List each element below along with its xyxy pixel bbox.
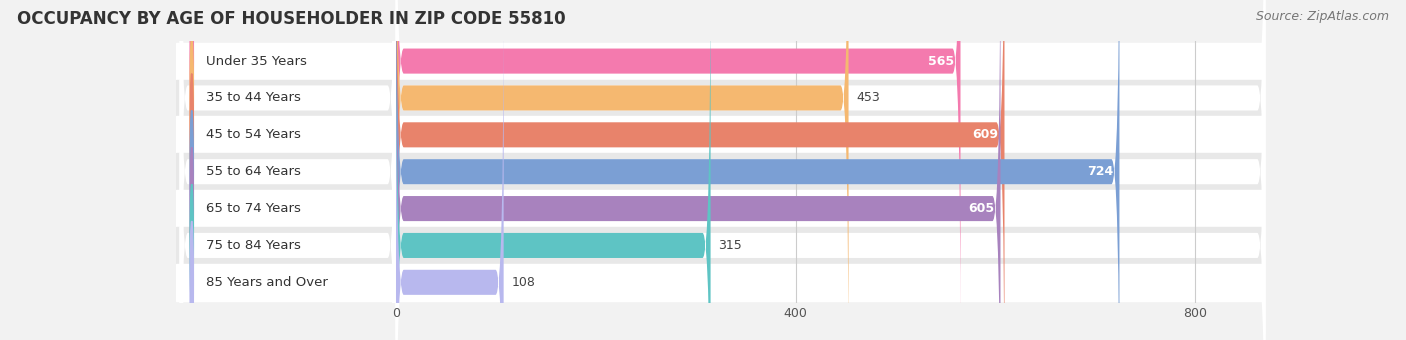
Text: 108: 108 bbox=[512, 276, 536, 289]
Circle shape bbox=[190, 221, 194, 340]
Text: 565: 565 bbox=[928, 55, 955, 68]
FancyBboxPatch shape bbox=[180, 0, 395, 340]
Text: 453: 453 bbox=[856, 91, 880, 104]
FancyBboxPatch shape bbox=[395, 0, 1265, 340]
Circle shape bbox=[190, 184, 194, 307]
FancyBboxPatch shape bbox=[180, 0, 395, 340]
FancyBboxPatch shape bbox=[180, 0, 395, 340]
FancyBboxPatch shape bbox=[395, 0, 849, 340]
Circle shape bbox=[190, 74, 194, 196]
Text: OCCUPANCY BY AGE OF HOUSEHOLDER IN ZIP CODE 55810: OCCUPANCY BY AGE OF HOUSEHOLDER IN ZIP C… bbox=[17, 10, 565, 28]
Bar bbox=[176, 116, 1265, 153]
FancyBboxPatch shape bbox=[395, 0, 960, 340]
FancyBboxPatch shape bbox=[395, 0, 1004, 340]
Circle shape bbox=[190, 110, 194, 233]
Text: 605: 605 bbox=[969, 202, 994, 215]
Text: 45 to 54 Years: 45 to 54 Years bbox=[205, 128, 301, 141]
FancyBboxPatch shape bbox=[180, 0, 395, 340]
Text: Under 35 Years: Under 35 Years bbox=[205, 55, 307, 68]
Bar bbox=[176, 80, 1265, 116]
FancyBboxPatch shape bbox=[395, 0, 1265, 340]
FancyBboxPatch shape bbox=[395, 0, 1119, 340]
Bar bbox=[176, 42, 1265, 80]
FancyBboxPatch shape bbox=[395, 0, 503, 340]
Text: 724: 724 bbox=[1087, 165, 1114, 178]
Bar bbox=[176, 227, 1265, 264]
FancyBboxPatch shape bbox=[395, 0, 1265, 340]
Text: 609: 609 bbox=[973, 128, 998, 141]
Circle shape bbox=[190, 147, 194, 270]
FancyBboxPatch shape bbox=[180, 0, 395, 340]
FancyBboxPatch shape bbox=[395, 0, 1001, 340]
FancyBboxPatch shape bbox=[180, 0, 395, 340]
FancyBboxPatch shape bbox=[395, 0, 1265, 340]
FancyBboxPatch shape bbox=[395, 0, 1265, 340]
Text: 85 Years and Over: 85 Years and Over bbox=[205, 276, 328, 289]
Text: 65 to 74 Years: 65 to 74 Years bbox=[205, 202, 301, 215]
Text: Source: ZipAtlas.com: Source: ZipAtlas.com bbox=[1256, 10, 1389, 23]
FancyBboxPatch shape bbox=[395, 0, 710, 340]
Text: 35 to 44 Years: 35 to 44 Years bbox=[205, 91, 301, 104]
FancyBboxPatch shape bbox=[180, 0, 395, 340]
Circle shape bbox=[190, 37, 194, 159]
Bar bbox=[176, 264, 1265, 301]
Text: 55 to 64 Years: 55 to 64 Years bbox=[205, 165, 301, 178]
Bar bbox=[176, 190, 1265, 227]
FancyBboxPatch shape bbox=[395, 0, 1265, 340]
Circle shape bbox=[190, 0, 194, 122]
Text: 75 to 84 Years: 75 to 84 Years bbox=[205, 239, 301, 252]
Bar bbox=[176, 153, 1265, 190]
FancyBboxPatch shape bbox=[395, 0, 1265, 340]
Text: 315: 315 bbox=[718, 239, 742, 252]
